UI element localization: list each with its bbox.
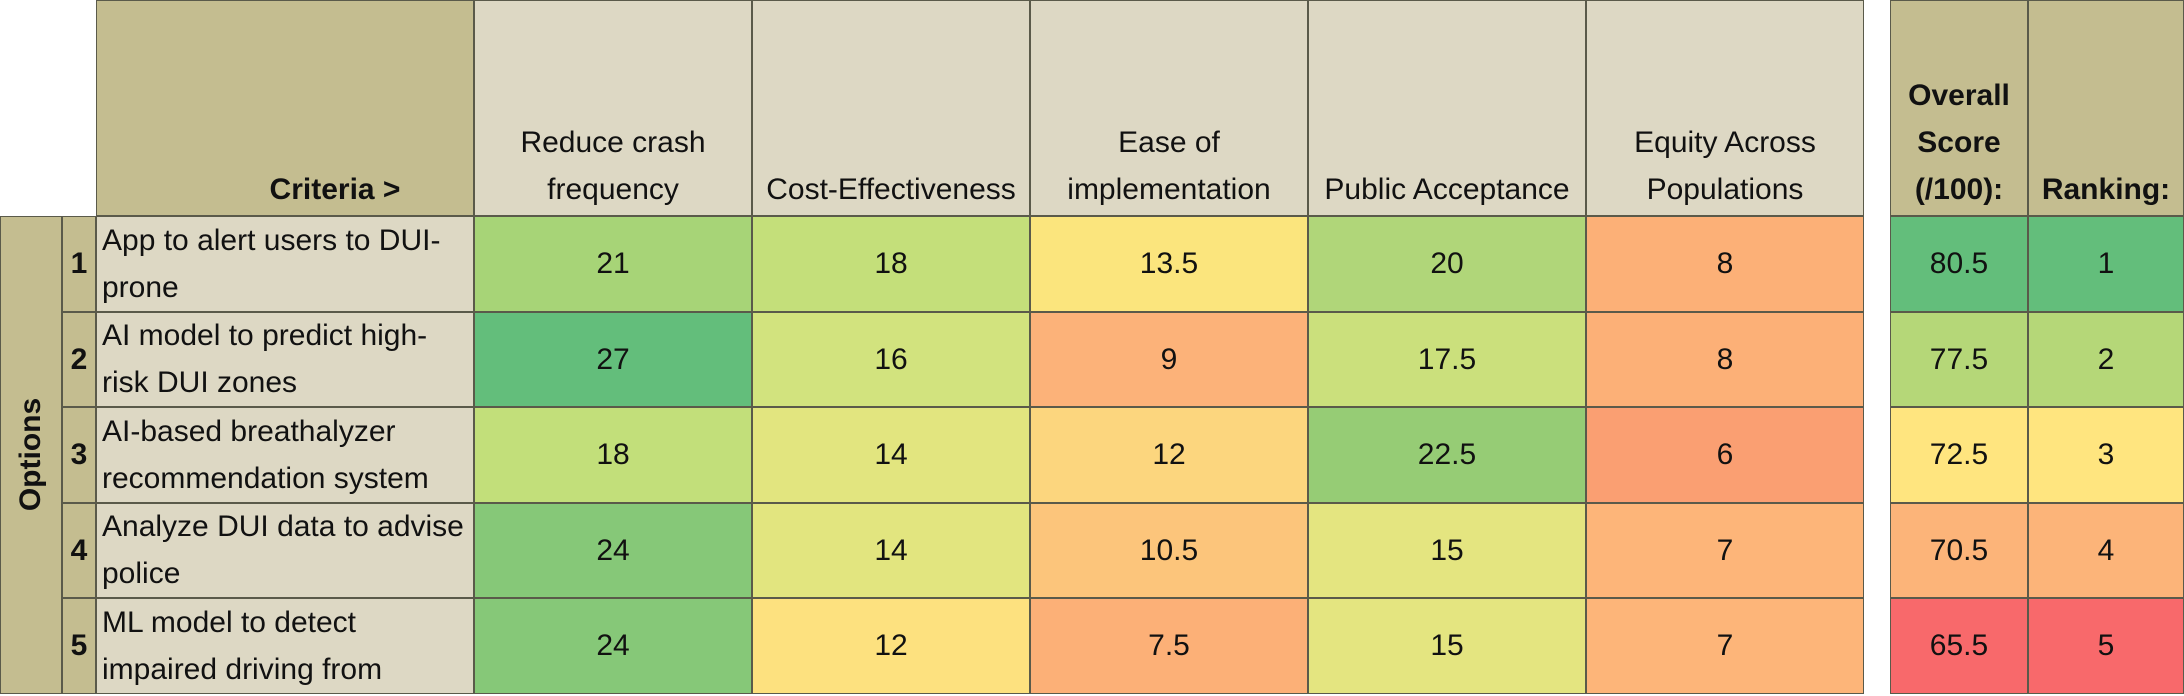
score-cell: 24 [474,598,752,694]
score-cell: 15 [1308,598,1586,694]
ranking-cell: 1 [2028,216,2184,312]
score-cell: 20 [1308,216,1586,312]
score-cell: 13.5 [1030,216,1308,312]
score-cell: 12 [1030,407,1308,503]
ranking-header: Ranking: [2028,0,2184,216]
score-cell: 7.5 [1030,598,1308,694]
criterion-header: Ease of implementation [1030,0,1308,216]
criterion-header: Reduce crash frequency [474,0,752,216]
score-cell: 8 [1586,216,1864,312]
overall-score-header: Overall Score (/100): [1890,0,2028,216]
score-cell: 18 [474,407,752,503]
score-cell: 10.5 [1030,502,1308,598]
overall-score-cell: 80.5 [1890,216,2028,312]
option-name: Analyze DUI data to advise police [96,502,474,598]
score-cell: 14 [752,407,1030,503]
score-cell: 6 [1586,407,1864,503]
criterion-header: Public Acceptance [1308,0,1586,216]
option-name: ML model to detect impaired driving from [96,598,474,694]
option-number: 4 [62,502,96,598]
option-number: 1 [62,216,96,312]
option-name: AI-based breathalyzer recommendation sys… [96,407,474,503]
score-cell: 27 [474,311,752,407]
overall-score-cell: 65.5 [1890,598,2028,694]
options-group-label: Options [0,216,62,694]
score-cell: 12 [752,598,1030,694]
option-name: AI model to predict high-risk DUI zones [96,311,474,407]
ranking-cell: 3 [2028,407,2184,503]
score-cell: 18 [752,216,1030,312]
options-group-text: Options [14,398,48,512]
overall-score-cell: 77.5 [1890,311,2028,407]
score-cell: 15 [1308,502,1586,598]
ranking-cell: 5 [2028,598,2184,694]
score-cell: 7 [1586,502,1864,598]
option-number: 3 [62,407,96,503]
score-cell: 7 [1586,598,1864,694]
score-cell: 22.5 [1308,407,1586,503]
score-cell: 9 [1030,311,1308,407]
overall-score-cell: 72.5 [1890,407,2028,503]
score-cell: 16 [752,311,1030,407]
criterion-header: Cost-Effectiveness [752,0,1030,216]
option-number: 2 [62,311,96,407]
score-cell: 24 [474,502,752,598]
ranking-cell: 2 [2028,311,2184,407]
score-cell: 17.5 [1308,311,1586,407]
score-cell: 8 [1586,311,1864,407]
criteria-corner-label: Criteria > [96,0,474,216]
criterion-header: Equity Across Populations [1586,0,1864,216]
option-number: 5 [62,598,96,694]
ranking-cell: 4 [2028,502,2184,598]
score-cell: 14 [752,502,1030,598]
option-name: App to alert users to DUI-prone [96,216,474,312]
overall-score-cell: 70.5 [1890,502,2028,598]
score-cell: 21 [474,216,752,312]
